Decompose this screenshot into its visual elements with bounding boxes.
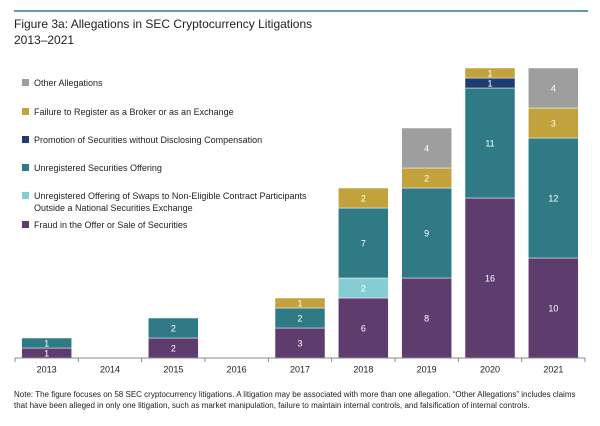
value-label: 1 <box>44 338 49 348</box>
legend-label: Fraud in the Offer or Sale of Securities <box>34 220 188 230</box>
value-label: 1 <box>487 68 492 78</box>
value-label: 12 <box>548 193 558 203</box>
x-tick-label: 2021 <box>543 364 563 374</box>
legend-item: Other Allegations <box>22 77 334 89</box>
bar-segment <box>274 297 326 309</box>
chart-title: Figure 3a: Allegations in SEC Cryptocurr… <box>14 17 312 31</box>
value-label: 11 <box>485 138 494 148</box>
value-label: 2 <box>361 283 366 293</box>
note: Note: The figure focuses on 58 SEC crypt… <box>14 390 576 410</box>
legend-swatch <box>22 192 29 199</box>
legend-label: Unregistered Offering of Swaps to Non-El… <box>34 191 307 213</box>
value-label: 8 <box>424 313 429 323</box>
legend-swatch <box>22 136 29 143</box>
value-label: 10 <box>548 303 558 313</box>
bar-segment <box>528 137 579 259</box>
bar-segment <box>148 317 199 339</box>
legend-swatch <box>22 221 29 228</box>
legend-item: Fraud in the Offer or Sale of Securities <box>22 219 334 231</box>
x-tick-label: 2018 <box>353 364 373 374</box>
x-tick-label: 2016 <box>227 364 247 374</box>
x-tick-label: 2014 <box>100 364 120 374</box>
legend-item: Failure to Register as a Broker or as an… <box>22 106 334 118</box>
legend-label: Promotion of Securities without Disclosi… <box>34 135 263 145</box>
chart-subtitle: 2013–2021 <box>14 33 74 47</box>
x-tick-label: 2017 <box>290 364 310 374</box>
x-tick-label: 2015 <box>163 364 183 374</box>
x-tick-label: 2013 <box>37 364 57 374</box>
value-label: 1 <box>297 298 302 308</box>
legend-swatch <box>22 79 29 86</box>
value-label: 4 <box>424 143 429 153</box>
bar-segment <box>464 197 516 359</box>
value-label: 2 <box>297 313 302 323</box>
value-label: 7 <box>361 238 366 248</box>
value-label: 6 <box>361 323 366 333</box>
legend-label: Failure to Register as a Broker or as an… <box>34 107 234 117</box>
value-label: 9 <box>424 228 429 238</box>
value-label: 2 <box>361 193 366 203</box>
bar-segment <box>464 67 516 79</box>
legend-swatch <box>22 164 29 171</box>
value-label: 2 <box>171 343 176 353</box>
legend-label: Unregistered Securities Offering <box>34 163 162 173</box>
bar-segment <box>338 187 389 209</box>
value-label: 3 <box>297 338 302 348</box>
value-label: 3 <box>551 118 556 128</box>
value-label: 4 <box>551 83 556 93</box>
legend-label: Other Allegations <box>34 78 103 88</box>
bar-segment <box>464 87 516 199</box>
value-label: 1 <box>487 78 492 88</box>
bar-segment <box>528 67 579 109</box>
legend-item: Unregistered Offering of Swaps to Non-El… <box>22 190 334 214</box>
bar-segment <box>401 127 452 169</box>
bar-segment <box>401 187 452 279</box>
legend-item: Unregistered Securities Offering <box>22 162 334 174</box>
value-label: 1 <box>44 348 49 358</box>
bar-segment <box>338 207 389 279</box>
value-label: 2 <box>424 173 429 183</box>
bar-segment <box>528 257 579 359</box>
x-tick-label: 2020 <box>480 364 500 374</box>
legend-swatch <box>22 108 29 115</box>
x-tick-label: 2019 <box>417 364 437 374</box>
bar-segment <box>21 337 72 349</box>
value-label: 2 <box>171 323 176 333</box>
legend-item: Promotion of Securities without Disclosi… <box>22 134 334 146</box>
value-label: 16 <box>485 273 495 283</box>
